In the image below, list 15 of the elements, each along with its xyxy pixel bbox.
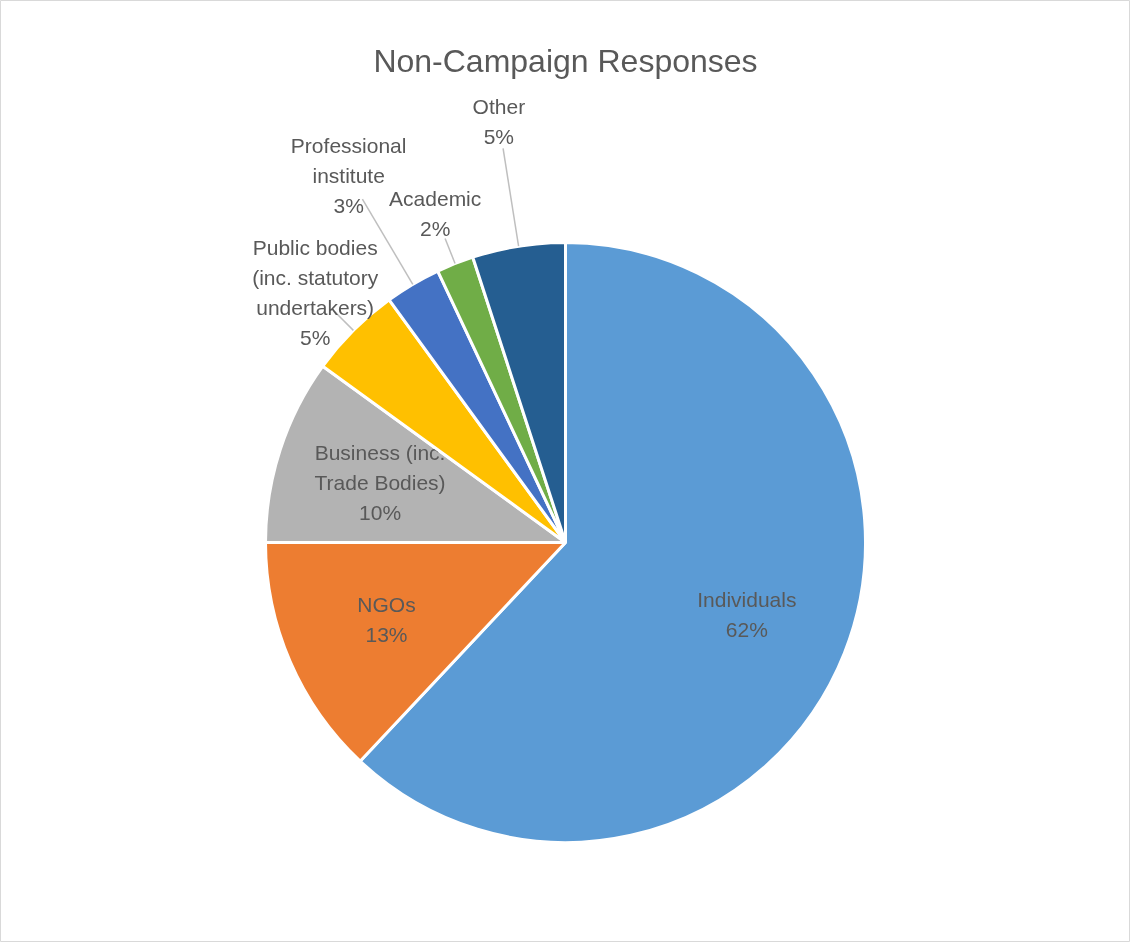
slice-label: Public bodies (inc. statutory undertakers) [252, 235, 379, 319]
data-label: 5% [483, 125, 515, 149]
slice-label: Individuals [697, 587, 797, 611]
data-label: 5% [300, 325, 331, 349]
data-label: 2% [420, 216, 451, 240]
slice-label: NGOs [357, 593, 416, 617]
data-label: 62% [725, 617, 768, 641]
slice-label: Business (inc. Trade Bodies) [314, 440, 446, 494]
chart-title: Non-Campaign Responses [373, 42, 758, 79]
slice-label: Academic [389, 186, 482, 210]
slice-label: Other [472, 95, 526, 119]
slice-label: Professional institute [290, 134, 407, 188]
data-label: 10% [359, 500, 402, 524]
data-label: 3% [333, 194, 364, 218]
data-label: 13% [365, 623, 408, 647]
